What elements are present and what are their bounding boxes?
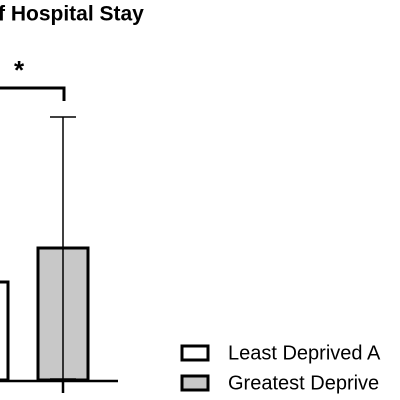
legend-label: Least Deprived A [228,342,381,364]
legend-swatch [180,344,210,362]
significance-bracket [0,86,66,101]
legend-swatch [180,374,210,392]
bar [0,280,10,382]
significance-star: * [14,55,25,85]
chart-title: f Hospital Stay [0,3,144,26]
legend-label: Greatest Deprive [228,372,379,394]
